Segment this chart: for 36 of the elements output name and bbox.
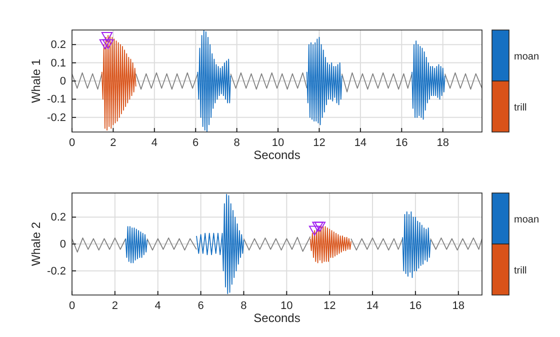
y-tick-label: 0 — [60, 238, 66, 251]
x-tick-label: 18 — [452, 300, 465, 312]
x-tick-label: 0 — [68, 136, 76, 149]
x-tick-label: 4 — [154, 300, 161, 312]
x-axis-title: Seconds — [254, 311, 300, 325]
x-tick-label: 4 — [151, 136, 158, 149]
x-tick-label: 14 — [366, 300, 379, 312]
y-tick-label: -0.1 — [47, 94, 66, 106]
y-tick-label: 0.2 — [50, 39, 66, 52]
text: trill — [514, 266, 527, 276]
x-tick-label: 2 — [110, 136, 116, 149]
text: moan — [514, 52, 540, 62]
y-tick-label: 0.2 — [50, 212, 66, 224]
x-tick-label: 18 — [436, 136, 449, 149]
y-axis-title: Whale 2 — [29, 222, 43, 266]
x-tick-label: 8 — [240, 300, 247, 312]
y-tick-label: 0 — [60, 76, 66, 88]
x-tick-label: 6 — [192, 136, 199, 149]
x-tick-label: 10 — [280, 300, 293, 312]
x-tick-label: 2 — [112, 300, 118, 312]
x-tick-label: 12 — [313, 136, 326, 149]
y-tick-label: -0.2 — [47, 112, 66, 124]
text: moan — [514, 214, 540, 226]
x-tick-label: 10 — [272, 136, 284, 149]
x-axis-title: Seconds — [254, 148, 300, 162]
y-tick-label: -0.2 — [47, 265, 66, 278]
text: trill — [514, 102, 527, 114]
x-tick-label: 16 — [409, 300, 422, 312]
x-tick-label: 16 — [396, 136, 408, 149]
x-tick-label: 6 — [198, 300, 204, 312]
x-tick-label: 0 — [68, 300, 76, 312]
y-tick-label: 0.1 — [50, 57, 66, 70]
x-tick-label: 12 — [323, 300, 336, 312]
x-tick-label: 14 — [354, 136, 367, 149]
x-tick-label: 8 — [234, 136, 240, 149]
y-axis-title: Whale 1 — [29, 58, 43, 104]
